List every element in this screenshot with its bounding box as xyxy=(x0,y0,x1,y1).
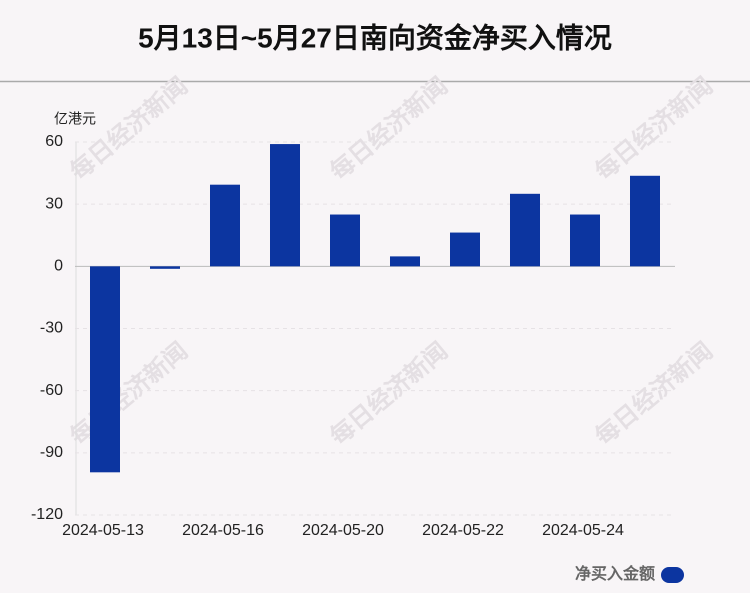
y-axis-unit: 亿港元 xyxy=(54,111,96,127)
legend-swatch xyxy=(661,567,684,583)
x-tick-label: 2024-05-20 xyxy=(302,522,384,539)
chart-title: 5月13日~5月27日南向资金净买入情况 xyxy=(138,21,612,53)
y-tick-label: 0 xyxy=(54,258,63,275)
y-tick-label: -90 xyxy=(40,444,63,461)
bar xyxy=(450,232,480,267)
y-tick-label: -120 xyxy=(31,506,63,523)
bar xyxy=(90,266,120,473)
bar xyxy=(570,214,600,267)
y-tick-label: 60 xyxy=(45,133,63,150)
bar xyxy=(330,214,360,267)
bar xyxy=(630,175,660,267)
x-tick-label: 2024-05-24 xyxy=(542,522,624,539)
x-tick-label: 2024-05-13 xyxy=(62,522,144,539)
x-tick-label: 2024-05-22 xyxy=(422,522,504,539)
bar xyxy=(510,193,540,267)
bar xyxy=(270,144,300,267)
y-tick-label: -30 xyxy=(40,320,63,337)
bar xyxy=(390,256,420,267)
bar xyxy=(210,184,240,267)
x-tick-label: 2024-05-16 xyxy=(182,522,264,539)
legend-label: 净买入金额 xyxy=(575,564,655,583)
y-tick-label: 30 xyxy=(45,195,63,212)
bar xyxy=(150,266,180,269)
y-tick-label: -60 xyxy=(40,382,63,399)
